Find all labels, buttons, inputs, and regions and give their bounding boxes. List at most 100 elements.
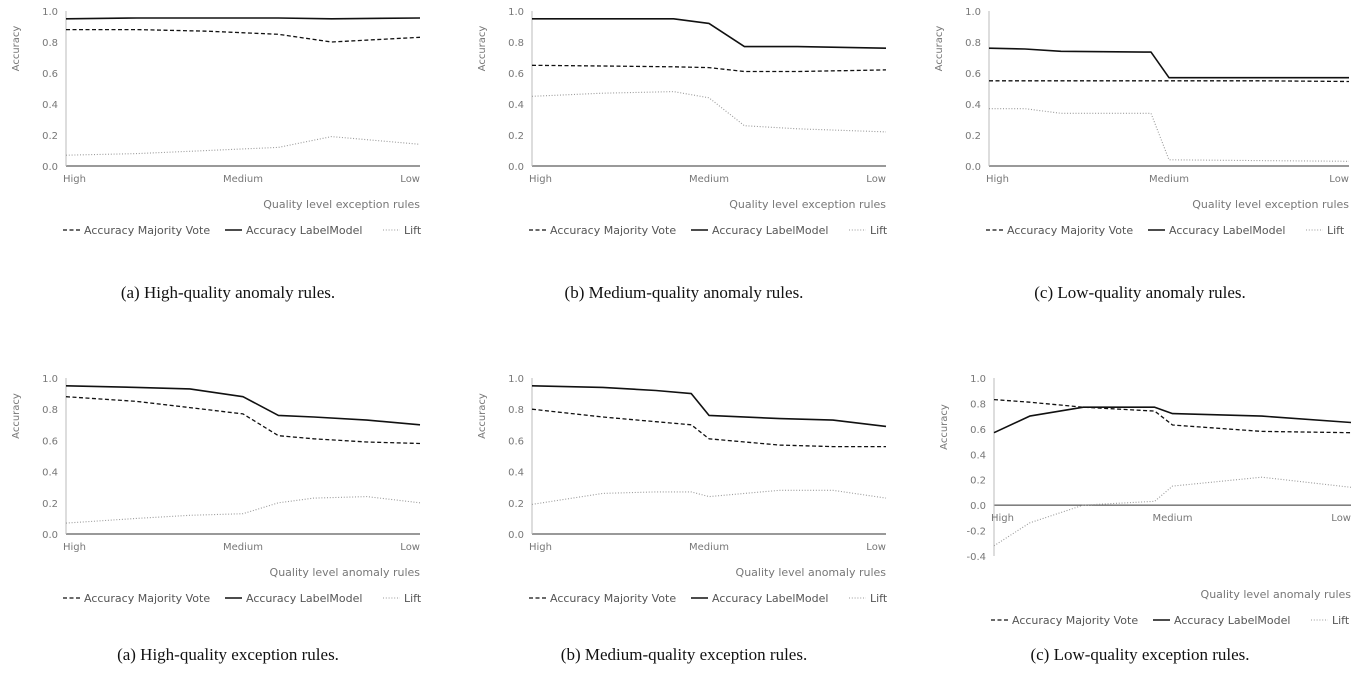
x-tick-label: Low <box>1331 513 1351 524</box>
y-tick-label: 0.4 <box>42 468 58 479</box>
y-tick-label: 1.0 <box>42 374 58 385</box>
legend-label: Accuracy Majority Vote <box>550 224 676 237</box>
series-line-lift <box>531 489 887 505</box>
y-tick-label: 0.4 <box>508 100 524 111</box>
x-axis-title: Quality level exception rules <box>263 198 420 211</box>
x-tick-label: Low <box>400 174 420 185</box>
y-tick-label: 1.0 <box>508 374 524 385</box>
x-tick-label: High <box>986 174 1009 185</box>
chart-caption: (c) Low-quality anomaly rules. <box>1034 283 1246 302</box>
y-axis-title: Accuracy <box>11 393 22 439</box>
chart-svg: 0.0 0.2 0.4 0.6 0.8 1.0 Accuracy High Medium Low Q… <box>11 7 422 237</box>
series-line-accuracy-labelmodel <box>531 385 887 428</box>
legend-label: Lift <box>1332 614 1350 627</box>
chart-svg: 0.0 0.2 0.4 0.6 0.8 1.0 Accuracy High Medium Low Q… <box>477 374 888 605</box>
x-tick-label: High <box>63 174 86 185</box>
y-tick-label: 1.0 <box>965 7 981 18</box>
y-axis-title: Accuracy <box>934 26 945 72</box>
y-tick-label: 0.8 <box>42 405 58 416</box>
y-tick-label: 0.6 <box>42 436 58 447</box>
y-tick-label: 0.8 <box>970 399 986 410</box>
legend-label: Accuracy LabelModel <box>1174 614 1290 627</box>
y-tick-label: 0.8 <box>508 38 524 49</box>
y-tick-label: 0.6 <box>970 425 986 436</box>
y-tick-label: 0.0 <box>965 162 981 173</box>
y-axis-title: Accuracy <box>11 26 22 72</box>
chart-panel-a-top: 0.0 0.2 0.4 0.6 0.8 1.0 Accuracy High Medium Low Q… <box>0 0 456 337</box>
y-tick-label: 0.4 <box>970 450 986 461</box>
x-tick-label: Low <box>866 542 886 553</box>
series-line-accuracy-labelmodel <box>988 47 1349 79</box>
y-tick-label: 0.0 <box>508 162 524 173</box>
legend-label: Accuracy Majority Vote <box>1012 614 1138 627</box>
series-line-lift <box>993 476 1352 547</box>
legend-label: Lift <box>404 592 422 605</box>
y-axis-title: Accuracy <box>477 26 488 72</box>
chart-caption: (b) Medium-quality anomaly rules. <box>564 283 804 302</box>
y-tick-label: 0.0 <box>42 162 58 173</box>
y-axis-title: Accuracy <box>477 393 488 439</box>
y-tick-label: 0.0 <box>508 530 524 541</box>
legend-label: Accuracy Majority Vote <box>1007 224 1133 237</box>
y-tick-label: 0.2 <box>508 499 524 510</box>
y-tick-label: 0.0 <box>42 530 58 541</box>
legend-label: Accuracy LabelModel <box>1169 224 1285 237</box>
legend-label: Lift <box>1327 224 1345 237</box>
x-tick-label: Medium <box>1153 513 1193 524</box>
chart-caption: (a) High-quality exception rules. <box>117 645 339 664</box>
legend-label: Accuracy LabelModel <box>712 224 828 237</box>
legend-label: Accuracy LabelModel <box>246 224 362 237</box>
y-tick-label: 0.8 <box>42 38 58 49</box>
x-tick-label: High <box>63 542 86 553</box>
series-line-lift <box>531 91 887 133</box>
y-tick-label: 1.0 <box>508 7 524 18</box>
x-axis-title: Quality level exception rules <box>1192 198 1349 211</box>
y-tick-label: 0.6 <box>508 436 524 447</box>
legend-label: Accuracy Majority Vote <box>550 592 676 605</box>
series-line-accuracy-majority-vote <box>989 80 1350 83</box>
x-tick-label: Low <box>866 174 886 185</box>
y-tick-label: 0.2 <box>970 476 986 487</box>
x-axis-title: Quality level anomaly rules <box>736 566 887 579</box>
chart-caption: (c) Low-quality exception rules. <box>1030 645 1250 664</box>
x-tick-label: Low <box>400 542 420 553</box>
chart-panel-b-bottom: 0.0 0.2 0.4 0.6 0.8 1.0 Accuracy High Medium Low Q… <box>456 337 912 674</box>
x-axis-title: Quality level anomaly rules <box>270 566 421 579</box>
series-line-accuracy-labelmodel <box>532 17 887 49</box>
series-line-accuracy-majority-vote <box>65 396 421 445</box>
y-tick-label: 1.0 <box>970 374 986 385</box>
x-axis-title: Quality level exception rules <box>729 198 886 211</box>
y-tick-label: 0.8 <box>508 405 524 416</box>
x-tick-label: Medium <box>689 174 729 185</box>
chart-svg: -0.4 -0.2 0.0 0.2 0.4 0.6 0.8 1.0 Accuracy High Me… <box>939 374 1352 627</box>
x-axis-title: Quality level anomaly rules <box>1201 588 1352 601</box>
series-line-accuracy-labelmodel <box>993 406 1352 434</box>
chart-caption: (b) Medium-quality exception rules. <box>560 645 808 664</box>
y-tick-label: 0.4 <box>42 100 58 111</box>
series-line-accuracy-majority-vote <box>993 398 1352 434</box>
legend-label: Accuracy LabelModel <box>712 592 828 605</box>
y-tick-label: 0.2 <box>42 499 58 510</box>
legend-label: Lift <box>870 224 888 237</box>
x-tick-label: High <box>529 174 552 185</box>
y-tick-label: 0.6 <box>965 69 981 80</box>
y-tick-label: 0.2 <box>965 131 981 142</box>
x-tick-label: Medium <box>223 542 263 553</box>
y-tick-label: 0.2 <box>508 131 524 142</box>
series-line-lift <box>989 108 1350 162</box>
y-tick-label: 0.6 <box>508 69 524 80</box>
x-tick-label: Medium <box>689 542 729 553</box>
legend-label: Accuracy Majority Vote <box>84 592 210 605</box>
y-tick-label: 0.4 <box>508 468 524 479</box>
x-tick-label: Medium <box>1149 174 1189 185</box>
series-line-accuracy-majority-vote <box>66 28 421 43</box>
x-tick-label: Medium <box>223 174 263 185</box>
chart-panel-a-bottom: 0.0 0.2 0.4 0.6 0.8 1.0 Accuracy High Medium Low Q… <box>0 337 456 674</box>
x-tick-label: High <box>991 513 1014 524</box>
y-tick-label: -0.4 <box>966 552 986 563</box>
y-tick-label: 0.2 <box>42 131 58 142</box>
chart-panel-b-top: 0.0 0.2 0.4 0.6 0.8 1.0 Accuracy High Medium Low Q… <box>456 0 912 337</box>
series-line-accuracy-majority-vote <box>531 64 887 73</box>
y-tick-label: 0.6 <box>42 69 58 80</box>
legend-label: Lift <box>404 224 422 237</box>
